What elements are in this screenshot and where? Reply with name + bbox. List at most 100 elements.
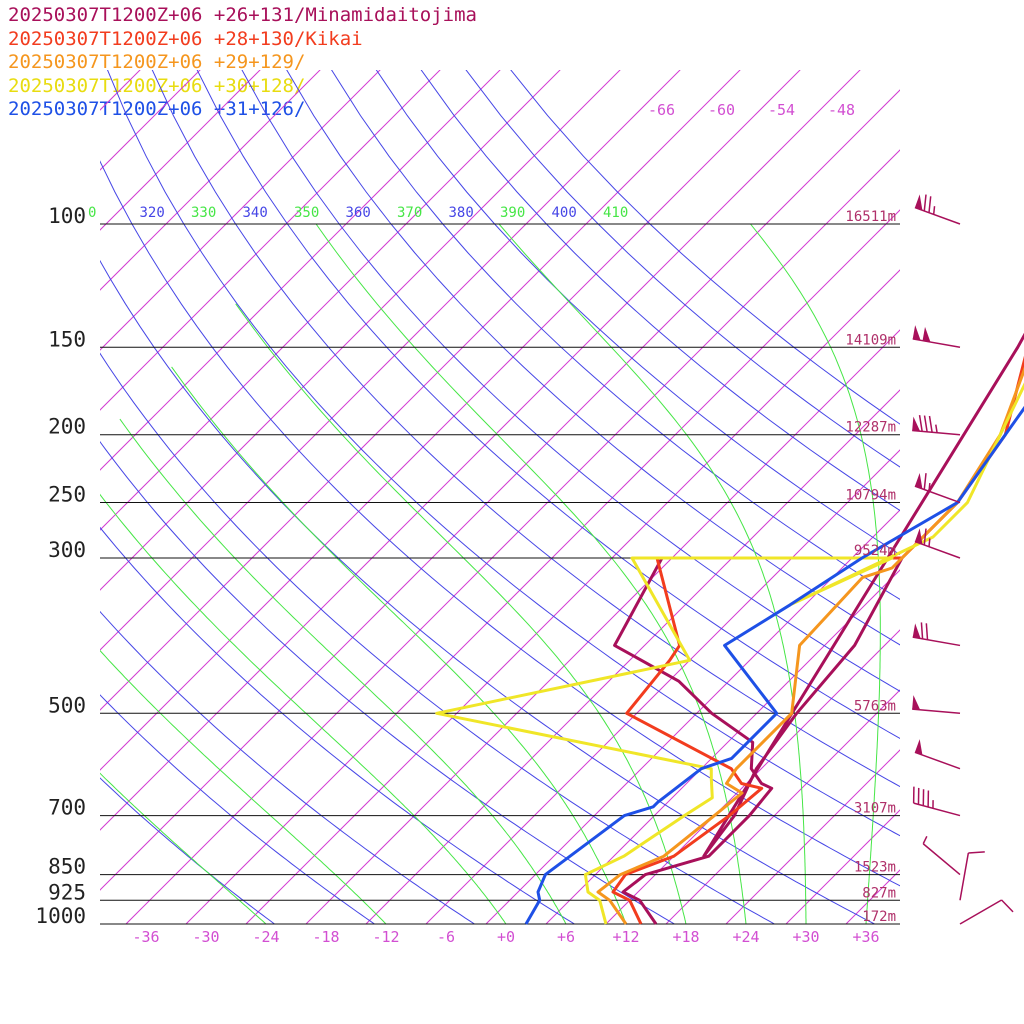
wind-barb — [914, 739, 961, 770]
isotherm-line — [100, 70, 441, 411]
height-label: 16511m — [845, 209, 896, 225]
height-label: 3107m — [854, 801, 896, 817]
pressure-lines — [100, 223, 900, 925]
isotherm-line — [100, 70, 561, 531]
legend-entry-31n126e: 20250307T1200Z+06 +31+126/ — [8, 98, 306, 120]
isotherm-line — [100, 70, 501, 471]
theta-label: 410 — [603, 205, 628, 221]
isotherm-line — [100, 70, 801, 771]
x-tick-label: -6 — [437, 928, 455, 946]
x-tick-label: +0 — [497, 928, 515, 946]
pressure-label: 500 — [48, 693, 86, 717]
height-label: 12287m — [845, 420, 896, 436]
isotherm-line — [100, 89, 900, 891]
x-tick-label: -12 — [372, 928, 399, 946]
isotherm-line — [966, 0, 1024, 924]
theta-label: 340 — [243, 205, 268, 221]
legend-entry-30n128e: 20250307T1200Z+06 +30+128/ — [8, 74, 306, 97]
height-label: 10794m — [845, 488, 896, 504]
height-label: 9524m — [854, 543, 896, 559]
dry-adiabat-line — [375, 70, 900, 556]
dry-adiabat-line — [100, 352, 775, 924]
series-line-4 — [435, 382, 1024, 925]
isotherm-line — [100, 70, 321, 291]
theta-label: 0 — [88, 205, 96, 221]
isotherm-line — [605, 629, 900, 924]
series-line-5 — [524, 405, 1024, 925]
x-tick-label: -30 — [192, 928, 219, 946]
dry-adiabat-line — [100, 610, 475, 924]
isotherm-line — [425, 449, 900, 924]
isotherm-line — [100, 70, 861, 831]
series-line-3 — [596, 366, 1024, 925]
isotherm-lines — [0, 0, 1024, 924]
moist-adiabat-line — [100, 649, 387, 924]
pressure-label: 200 — [48, 415, 86, 439]
wind-barb — [959, 851, 985, 901]
pressure-label: 850 — [48, 855, 86, 879]
isotherm-line — [545, 569, 900, 924]
wind-barb — [912, 415, 961, 436]
dry-adiabat-line — [100, 160, 900, 887]
theta-label: 350 — [294, 205, 319, 221]
dry-adiabat-line — [510, 70, 900, 425]
isotherm-line — [906, 0, 1024, 924]
wind-barb — [959, 899, 1014, 925]
wind-barb — [922, 835, 961, 876]
wind-barb — [912, 622, 961, 647]
x-tick-label: +36 — [852, 928, 879, 946]
wind-barb — [912, 695, 961, 715]
x-tick-label: +24 — [732, 928, 759, 946]
theta-label: 390 — [500, 205, 525, 221]
moist-adiabat-lines — [100, 223, 881, 924]
x-tick-label: +30 — [792, 928, 819, 946]
isotherm-top-label: -48 — [828, 101, 855, 119]
isotherm-line — [665, 689, 900, 924]
legend: 20250307T1200Z+06 +26+131/Minamidaitojim… — [8, 4, 477, 122]
legend-entry-29n129e: 20250307T1200Z+06 +29+129/ — [8, 51, 306, 73]
dry-adiabat-line — [100, 440, 675, 924]
dry-adiabat-line — [151, 70, 900, 788]
isotherm-line — [305, 329, 900, 924]
series-line-2 — [611, 355, 1024, 925]
series-line-1 — [613, 332, 1024, 925]
theta-label: 360 — [346, 205, 371, 221]
legend-entry-minamidaitojima: 20250307T1200Z+06 +26+131/Minamidaitojim… — [8, 4, 477, 26]
moist-adiabat-line — [119, 418, 567, 924]
pressure-labels: 100 16511m 150 14109m 200 12287m 250 10794m 300 9… — [35, 204, 896, 928]
isotherm-line — [365, 389, 900, 924]
isotherm-line — [0, 0, 145, 924]
isotherm-line — [100, 70, 141, 111]
theta-label: 400 — [552, 205, 577, 221]
wind-barb — [912, 786, 961, 817]
pressure-label: 300 — [48, 538, 86, 562]
isotherm-line — [0, 0, 85, 924]
isotherm-top-label: -60 — [708, 101, 735, 119]
pressure-label: 700 — [48, 796, 86, 820]
wind-barb — [914, 194, 961, 225]
x-tick-label: +6 — [557, 928, 575, 946]
wind-barbs — [912, 194, 1014, 925]
wind-barb — [914, 528, 961, 559]
wind-barb — [914, 472, 961, 504]
height-label: 5763m — [854, 698, 896, 714]
pressure-label: 100 — [48, 204, 86, 228]
moist-adiabat-line — [100, 493, 507, 924]
isotherm-top-labels: -66 -60 -54 -48 — [648, 101, 855, 119]
height-label: 172m — [862, 909, 896, 925]
theta-labels: 0 320 330 340 350 360 370 380 390 400 410 — [88, 205, 628, 221]
dry-adiabat-line — [100, 694, 375, 924]
isotherm-line — [100, 70, 681, 651]
dry-adiabat-lines — [100, 70, 900, 924]
x-tick-label: -36 — [132, 928, 159, 946]
theta-label: 330 — [191, 205, 216, 221]
x-tick-label: -24 — [252, 928, 279, 946]
legend-entry-kikai: 20250307T1200Z+06 +28+130/Kikai — [8, 27, 363, 50]
dry-adiabat-line — [100, 526, 575, 924]
isotherm-line — [100, 70, 741, 711]
height-label: 14109m — [845, 332, 896, 348]
pressure-label: 250 — [48, 483, 86, 507]
isotherm-line — [100, 70, 201, 171]
isotherm-line — [100, 70, 381, 351]
